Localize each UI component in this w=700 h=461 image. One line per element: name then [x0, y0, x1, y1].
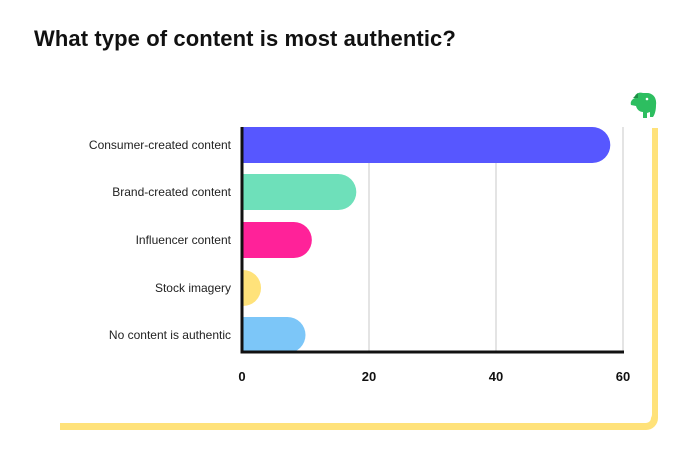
- chart-title: What type of content is most authentic?: [34, 26, 456, 51]
- x-tick-label: 40: [489, 369, 503, 384]
- bar: [243, 222, 312, 258]
- bar: [243, 127, 611, 163]
- card-shadow-frame: [60, 128, 658, 430]
- category-label: No content is authentic: [109, 328, 231, 342]
- category-label: Influencer content: [136, 233, 232, 247]
- elephant-logo-icon: [630, 92, 657, 118]
- x-tick-label: 20: [362, 369, 376, 384]
- chart-card: [54, 120, 652, 422]
- x-tick-label: 0: [238, 369, 245, 384]
- bar: [243, 174, 357, 210]
- category-label: Brand-created content: [112, 185, 231, 199]
- category-label: Consumer-created content: [89, 138, 232, 152]
- bar: [243, 317, 306, 353]
- category-label: Stock imagery: [155, 281, 231, 295]
- x-tick-label: 60: [616, 369, 630, 384]
- bar: [243, 270, 262, 306]
